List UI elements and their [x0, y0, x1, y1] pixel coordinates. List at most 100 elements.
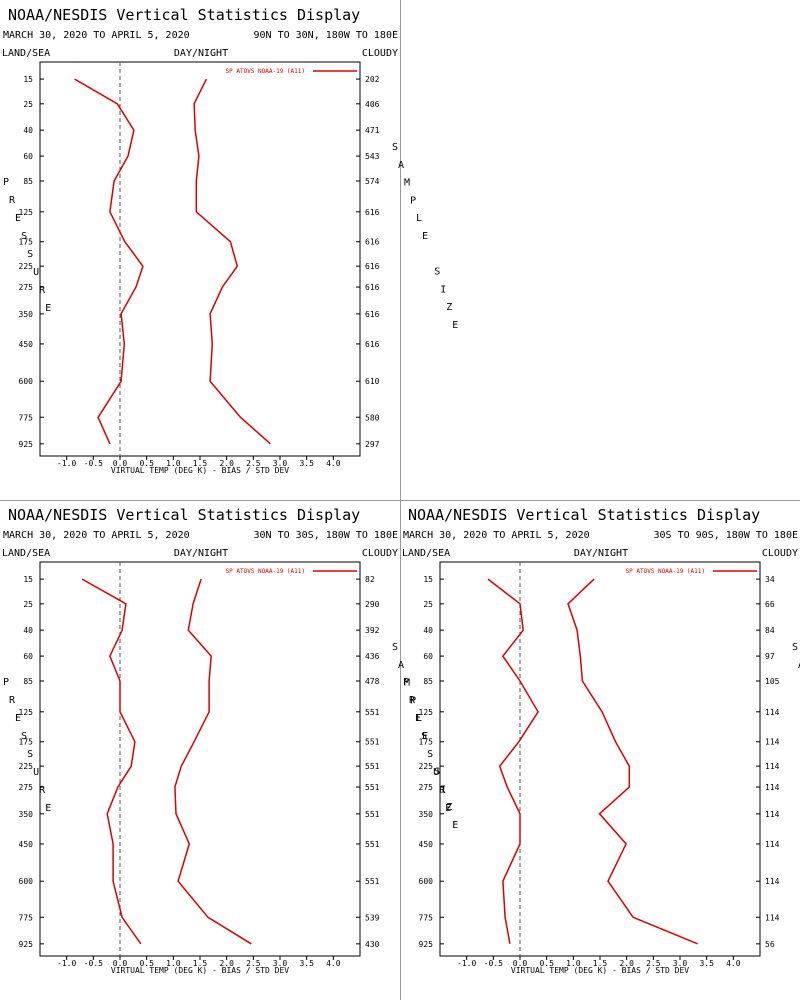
- y-tick-label: 40: [423, 626, 433, 635]
- sample-size-label: 616: [365, 340, 380, 349]
- y-tick-label: 450: [419, 840, 434, 849]
- y-tick-label: 600: [19, 877, 34, 886]
- legend-label: SP ATOVS NOAA-19 (A11): [226, 568, 305, 575]
- x-tick-label: -0.5: [84, 959, 103, 968]
- y-tick-label: 25: [23, 100, 33, 109]
- sample-size-label: 551: [365, 738, 380, 747]
- sample-size-label: 114: [765, 913, 780, 922]
- cloudy-label: CLOUDY: [362, 548, 398, 559]
- profile-line: [81, 578, 142, 945]
- sample-size-label: 202: [365, 75, 380, 84]
- day-night-label: DAY/NIGHT: [574, 548, 628, 559]
- x-tick-label: 1.5: [193, 959, 208, 968]
- y-tick-label: 15: [23, 75, 33, 84]
- x-tick-label: 4.0: [326, 959, 341, 968]
- sample-size-label: 551: [365, 762, 380, 771]
- x-tick-label: 3.5: [299, 459, 314, 468]
- x-tick-label: 2.5: [246, 459, 261, 468]
- sample-size-label: 114: [765, 783, 780, 792]
- sample-size-label: 56: [765, 940, 775, 949]
- profile-line: [487, 578, 539, 944]
- panel-title: NOAA/NESDIS Vertical Statistics Display: [408, 506, 760, 524]
- x-tick-label: 0.0: [113, 959, 128, 968]
- sample-size-label: 114: [765, 810, 780, 819]
- x-tick-label: 0.5: [539, 959, 554, 968]
- x-tick-label: 3.5: [699, 959, 714, 968]
- y-tick-label: 225: [19, 262, 34, 271]
- sample-size-label: 551: [365, 810, 380, 819]
- y-tick-label: 25: [23, 600, 33, 609]
- x-tick-label: 3.0: [673, 959, 688, 968]
- y-tick-label: 85: [23, 677, 33, 686]
- y-tick-label: 225: [419, 762, 434, 771]
- sample-size-label: 471: [365, 126, 380, 135]
- sample-size-label: 616: [365, 208, 380, 217]
- region: 30N TO 30S, 180W TO 180E: [254, 530, 399, 541]
- y-tick-label: 125: [19, 708, 34, 717]
- sample-size-label: 290: [365, 600, 380, 609]
- y-tick-label: 775: [19, 413, 34, 422]
- y-tick-label: 15: [23, 575, 33, 584]
- x-tick-label: 1.0: [166, 959, 181, 968]
- x-tick-label: 1.5: [193, 459, 208, 468]
- sample-size-label: 616: [365, 283, 380, 292]
- sample-size-label: 430: [365, 940, 380, 949]
- y-tick-label: 60: [423, 652, 433, 661]
- y-tick-label: 175: [19, 738, 34, 747]
- land-sea-label: LAND/SEA: [2, 548, 50, 559]
- x-tick-label: -0.5: [484, 959, 503, 968]
- sample-size-label: 551: [365, 708, 380, 717]
- x-tick-label: 2.5: [646, 959, 661, 968]
- region: 90N TO 30N, 180W TO 180E: [254, 30, 399, 41]
- x-tick-label: 0.0: [113, 459, 128, 468]
- sample-size-label: 539: [365, 913, 380, 922]
- sample-size-label: 114: [765, 708, 780, 717]
- x-tick-label: 1.5: [593, 959, 608, 968]
- x-tick-label: -1.0: [457, 959, 476, 968]
- y-tick-label: 225: [19, 762, 34, 771]
- sample-size-label: 551: [365, 783, 380, 792]
- sample-size-label: 97: [765, 652, 775, 661]
- x-tick-label: -1.0: [57, 959, 76, 968]
- date-range: MARCH 30, 2020 TO APRIL 5, 2020: [403, 530, 590, 541]
- y-tick-label: 450: [19, 840, 34, 849]
- x-tick-label: 4.0: [326, 459, 341, 468]
- x-tick-label: 2.0: [219, 459, 234, 468]
- land-sea-label: LAND/SEA: [402, 548, 450, 559]
- y-tick-label: 925: [419, 940, 434, 949]
- legend-label: SP ATOVS NOAA-19 (A11): [226, 68, 305, 75]
- y-tick-label: 25: [423, 600, 433, 609]
- sample-size-label: 551: [365, 840, 380, 849]
- y-tick-label: 175: [419, 738, 434, 747]
- y-tick-label: 175: [19, 238, 34, 247]
- y-tick-label: 60: [23, 652, 33, 661]
- day-night-label: DAY/NIGHT: [174, 548, 228, 559]
- sample-size-label: 84: [765, 626, 775, 635]
- sample-size-label: 610: [365, 377, 380, 386]
- region: 30S TO 90S, 180W TO 180E: [654, 530, 799, 541]
- date-range: MARCH 30, 2020 TO APRIL 5, 2020: [3, 30, 190, 41]
- sample-size-label: 105: [765, 677, 780, 686]
- x-axis-label: VIRTUAL TEMP (DEG K) - BIAS / STD DEV: [111, 966, 289, 975]
- sample-size-label: 114: [765, 738, 780, 747]
- panel-title: NOAA/NESDIS Vertical Statistics Display: [8, 6, 360, 24]
- sample-size-label: 34: [765, 575, 775, 584]
- y-tick-label: 350: [19, 310, 34, 319]
- x-tick-label: 3.5: [299, 959, 314, 968]
- y-tick-label: 85: [23, 177, 33, 186]
- y-tick-label: 60: [23, 152, 33, 161]
- x-tick-label: 4.0: [726, 959, 741, 968]
- sample-size-label: 66: [765, 600, 775, 609]
- sample-size-label: 114: [765, 762, 780, 771]
- y-tick-label: 275: [419, 783, 434, 792]
- y-tick-label: 450: [19, 340, 34, 349]
- x-axis-label: VIRTUAL TEMP (DEG K) - BIAS / STD DEV: [111, 466, 289, 475]
- x-tick-label: 2.5: [246, 959, 261, 968]
- cloudy-label: CLOUDY: [362, 48, 398, 59]
- y-tick-label: 350: [419, 810, 434, 819]
- x-tick-label: -0.5: [84, 459, 103, 468]
- land-sea-label: LAND/SEA: [2, 48, 50, 59]
- y-tick-label: 40: [23, 126, 33, 135]
- x-tick-label: 0.5: [139, 459, 154, 468]
